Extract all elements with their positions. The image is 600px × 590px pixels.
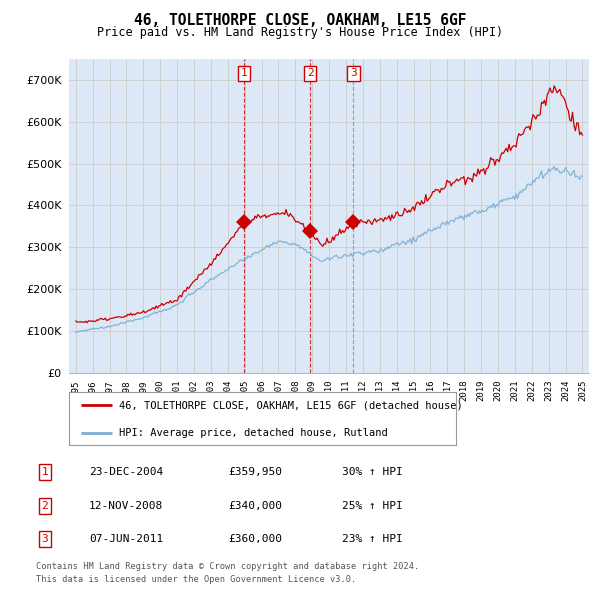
Text: £340,000: £340,000 [228,501,282,510]
Text: 23% ↑ HPI: 23% ↑ HPI [342,535,403,544]
Text: 1: 1 [41,467,49,477]
Text: Price paid vs. HM Land Registry's House Price Index (HPI): Price paid vs. HM Land Registry's House … [97,26,503,39]
Text: 2: 2 [41,501,49,510]
Text: 3: 3 [41,535,49,544]
Text: 12-NOV-2008: 12-NOV-2008 [89,501,163,510]
Text: 1: 1 [241,68,248,78]
Text: 46, TOLETHORPE CLOSE, OAKHAM, LE15 6GF (detached house): 46, TOLETHORPE CLOSE, OAKHAM, LE15 6GF (… [119,400,463,410]
Text: 07-JUN-2011: 07-JUN-2011 [89,535,163,544]
Text: 46, TOLETHORPE CLOSE, OAKHAM, LE15 6GF: 46, TOLETHORPE CLOSE, OAKHAM, LE15 6GF [134,13,466,28]
Text: HPI: Average price, detached house, Rutland: HPI: Average price, detached house, Rutl… [119,428,388,438]
Text: £360,000: £360,000 [228,535,282,544]
Text: £359,950: £359,950 [228,467,282,477]
Text: 30% ↑ HPI: 30% ↑ HPI [342,467,403,477]
Text: 23-DEC-2004: 23-DEC-2004 [89,467,163,477]
Text: This data is licensed under the Open Government Licence v3.0.: This data is licensed under the Open Gov… [36,575,356,584]
Text: 25% ↑ HPI: 25% ↑ HPI [342,501,403,510]
Text: 2: 2 [307,68,313,78]
Text: 3: 3 [350,68,357,78]
Text: Contains HM Land Registry data © Crown copyright and database right 2024.: Contains HM Land Registry data © Crown c… [36,562,419,571]
